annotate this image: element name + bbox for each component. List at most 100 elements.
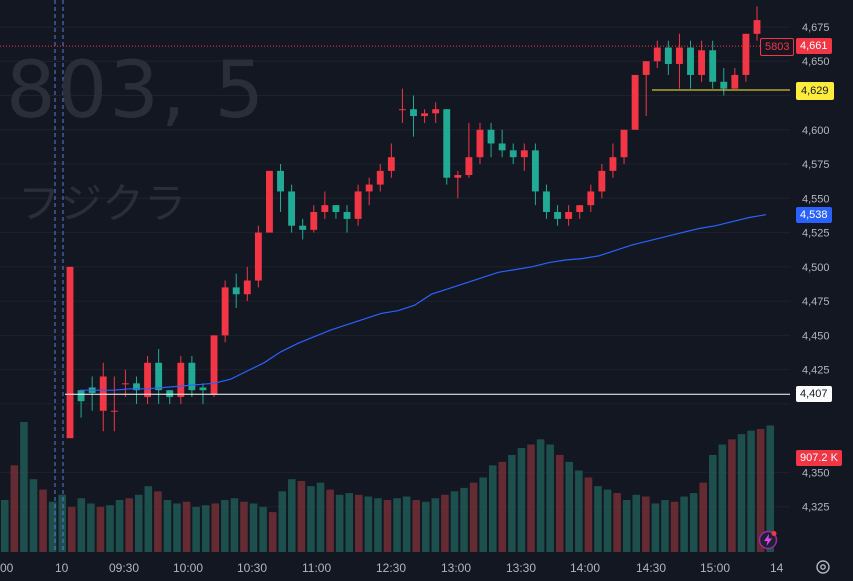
candle-body: [354, 191, 362, 219]
candle-body: [365, 184, 373, 192]
volume-badge: 907.2 K: [796, 450, 842, 466]
price-axis-label: 4,675: [802, 22, 830, 34]
volume-bar: [737, 434, 746, 552]
candle-body: [454, 174, 462, 178]
volume-bar: [288, 479, 296, 552]
candle-body: [144, 362, 151, 398]
candle-body: [498, 143, 506, 151]
last-price-badge: 4,661: [796, 38, 832, 55]
price-axis-label: 4,600: [802, 125, 830, 137]
volume-bar: [221, 500, 229, 552]
volume-bar: [479, 477, 487, 552]
volume-bar: [125, 498, 133, 552]
volume-bar: [718, 444, 727, 552]
volume-bar: [29, 479, 38, 552]
candle-body: [753, 20, 761, 34]
volume-bar: [48, 501, 57, 552]
price-axis-label: 4,575: [802, 159, 830, 171]
candle-body: [598, 170, 606, 192]
volume-bar: [642, 496, 650, 552]
candle-body: [421, 113, 429, 117]
candle-body: [631, 74, 639, 130]
volume-bar: [565, 461, 574, 552]
time-axis-label: 09:30: [109, 561, 139, 575]
volume-bar: [689, 493, 698, 552]
level-price-badge: 4,629: [796, 82, 834, 101]
candle-body: [443, 109, 451, 178]
candle-body: [664, 47, 672, 64]
candle-body: [110, 410, 118, 412]
volume-bar: [460, 487, 468, 552]
volume-bar: [173, 503, 181, 552]
candle-body: [543, 191, 550, 213]
price-axis-label: 4,475: [802, 296, 830, 308]
candle-body: [687, 47, 694, 75]
time-axis-label: 00: [0, 561, 14, 575]
time-axis-label: 12:30: [376, 561, 406, 575]
volume-bar: [1, 500, 9, 552]
time-axis-label: 13:00: [441, 561, 471, 575]
candle-body: [387, 157, 395, 171]
price-axis-label: 4,450: [802, 330, 830, 342]
volume-bar: [230, 498, 239, 552]
volume-bar: [575, 470, 583, 552]
volume-bar: [670, 501, 679, 552]
volume-bar: [278, 491, 287, 552]
volume-bar: [622, 500, 631, 552]
candle-body: [476, 129, 484, 158]
candle-body: [398, 109, 406, 111]
volume-bar: [766, 425, 774, 552]
gear-icon[interactable]: [814, 558, 832, 576]
price-axis-label: 4,550: [802, 193, 830, 205]
candle-body: [565, 212, 573, 219]
candle-body: [199, 387, 207, 391]
volume-bar: [192, 506, 200, 552]
watermark-company-name: フジクラ: [18, 179, 187, 228]
time-axis-label: 14:30: [636, 561, 666, 575]
time-axis-label: 13:30: [506, 561, 536, 575]
candle-body: [609, 157, 617, 171]
candle-body: [720, 81, 728, 89]
volume-bar: [96, 506, 105, 552]
volume-bar: [39, 489, 47, 552]
volume-bar: [77, 498, 86, 552]
volume-bar: [355, 494, 363, 552]
candle-body: [277, 170, 284, 192]
volume-bar: [259, 506, 267, 552]
volume-bar: [508, 454, 516, 552]
volume-bar: [517, 448, 526, 552]
volume-bar: [469, 482, 478, 552]
watermark-ticker: 803, 5: [6, 46, 267, 136]
candle-body: [410, 109, 417, 117]
candle-body: [376, 170, 384, 185]
candle-body: [321, 205, 329, 213]
volume-bar: [240, 501, 248, 552]
candle-body: [121, 383, 129, 385]
volume-bar: [154, 491, 162, 552]
candle-body: [332, 205, 340, 213]
volume-bar: [106, 505, 114, 552]
candle-body: [343, 212, 351, 219]
volume-bar: [67, 506, 76, 552]
vwap-price-badge: 4,538: [796, 206, 832, 223]
volume-bar: [326, 489, 334, 552]
time-axis-label: 10:00: [173, 561, 203, 575]
time-axis-label: 11:00: [302, 561, 331, 575]
candle-body: [254, 232, 262, 281]
volume-bar: [10, 465, 19, 552]
candle-body: [155, 362, 163, 391]
volume-bar: [268, 512, 277, 552]
candle-body: [709, 50, 717, 82]
lightning-icon[interactable]: [758, 530, 778, 550]
candle-body: [509, 150, 517, 158]
time-axis-label: 14: [770, 561, 784, 575]
volume-bar: [756, 428, 765, 552]
volume-bar: [335, 494, 344, 552]
candle-body: [99, 376, 107, 411]
volume-bar: [115, 500, 124, 552]
candle-body: [177, 362, 185, 398]
volume-bar: [144, 486, 153, 552]
volume-bar: [345, 493, 354, 552]
volume-bar: [555, 454, 564, 552]
